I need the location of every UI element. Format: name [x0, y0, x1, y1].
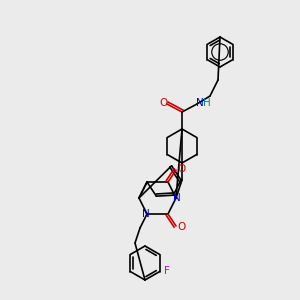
- Text: N: N: [196, 98, 204, 108]
- Text: O: O: [159, 98, 167, 108]
- Text: H: H: [203, 98, 211, 108]
- Text: F: F: [164, 266, 170, 277]
- Text: N: N: [142, 209, 150, 219]
- Text: N: N: [173, 193, 181, 203]
- Text: O: O: [177, 222, 185, 232]
- Text: O: O: [177, 164, 185, 174]
